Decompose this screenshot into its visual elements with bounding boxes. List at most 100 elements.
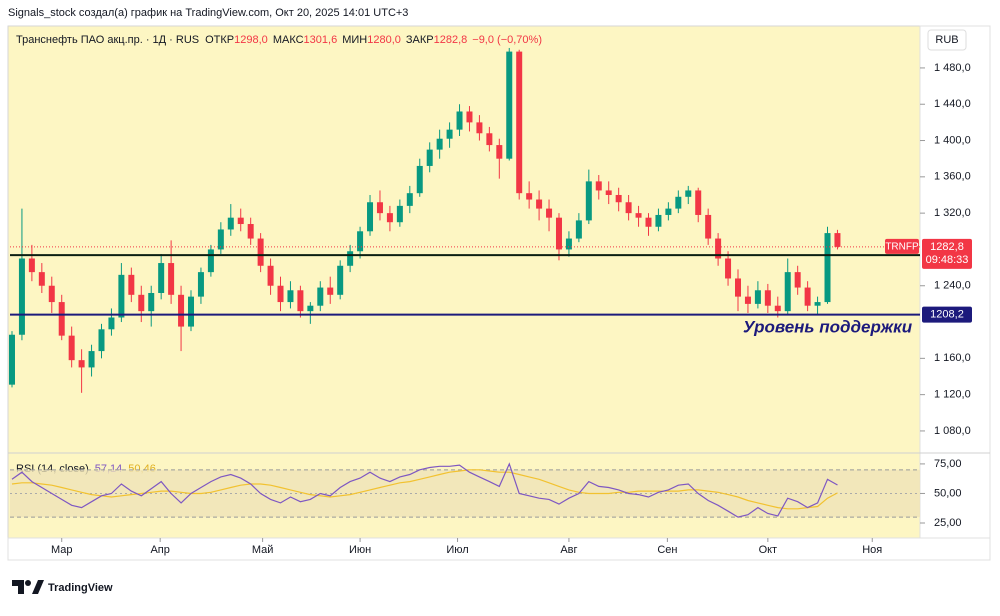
candle-body <box>625 202 632 214</box>
candle-body <box>396 205 403 223</box>
candle-body <box>635 213 642 218</box>
logo-mark <box>12 580 24 594</box>
candle-body <box>367 202 374 232</box>
candle-body <box>754 290 761 304</box>
candle-body <box>178 294 185 327</box>
candle-body <box>297 290 304 312</box>
candle-body <box>327 287 334 295</box>
currency: RUB <box>935 34 958 46</box>
candle-body <box>78 360 85 368</box>
candle-body <box>406 193 413 206</box>
level-badge <box>922 306 972 323</box>
candle-body <box>227 217 234 230</box>
open-label: ОТКР <box>205 34 234 46</box>
candle-body <box>118 274 125 318</box>
y-tick-label: 1 320,0 <box>934 207 971 219</box>
x-tick-label: Май <box>252 544 274 556</box>
x-tick-label: Ноя <box>862 544 882 556</box>
low-label: МИН <box>342 34 367 46</box>
y-tick-label: 1 400,0 <box>934 134 971 146</box>
candle-body <box>247 224 254 239</box>
candle-body <box>665 208 672 215</box>
candle-body <box>496 145 503 159</box>
candle-body <box>446 129 453 139</box>
candle-body <box>516 51 523 194</box>
candle-body <box>307 305 314 312</box>
candle-body <box>108 317 115 330</box>
symbol-label: TRNFP <box>885 242 919 253</box>
candle-body <box>28 258 35 273</box>
candle-body <box>426 149 433 166</box>
candle-body <box>386 213 393 223</box>
candle-body <box>287 290 294 303</box>
candle-body <box>456 111 463 130</box>
price-axis <box>919 25 991 561</box>
candle-body <box>536 199 543 209</box>
close-value: 1282,8 <box>434 34 468 46</box>
price-legend: Транснефть ПАО акц.пр. · 1Д · RUS ОТКР129… <box>16 34 542 46</box>
candle-body <box>565 238 572 250</box>
candle-body <box>546 208 553 218</box>
x-tick-label: Июл <box>446 544 468 556</box>
candle-body <box>744 296 751 304</box>
candle-body <box>158 263 165 293</box>
y-tick-label: 1 120,0 <box>934 389 971 401</box>
countdown-label: 09:48:33 <box>926 254 969 266</box>
candle-body <box>88 351 95 368</box>
candle-body <box>555 217 562 250</box>
x-tick-label: Мар <box>51 544 73 556</box>
candle-body <box>715 238 722 259</box>
change-value: −9,0 (−0,70%) <box>472 34 542 46</box>
y-tick-label: 1 080,0 <box>934 425 971 437</box>
candle-body <box>804 287 811 306</box>
candle-body <box>217 229 224 250</box>
time-axis <box>7 537 991 561</box>
candle-body <box>68 335 75 361</box>
candle-body <box>526 193 533 200</box>
currency-box <box>927 29 967 51</box>
candle-body <box>655 214 662 227</box>
candle-body <box>197 272 204 297</box>
candle-body <box>695 190 702 215</box>
rsi-tick-label: 75,00 <box>934 458 962 470</box>
credit: Signals_stock создал(а) график на Tradin… <box>8 7 408 19</box>
candle-body <box>188 296 195 327</box>
candle-body <box>506 51 513 159</box>
candle-body <box>48 285 55 303</box>
candle-body <box>267 265 274 286</box>
candle-body <box>645 217 652 227</box>
candle-body <box>58 302 65 336</box>
candle-body <box>685 190 692 197</box>
candle-body <box>138 294 145 312</box>
candle-body <box>824 233 831 303</box>
brand-name: TradingView <box>48 582 113 594</box>
rsi-line <box>11 462 838 518</box>
candle-body <box>705 214 712 239</box>
candle-body <box>814 302 821 306</box>
candle-body <box>486 133 493 146</box>
high-value: 1301,6 <box>304 34 338 46</box>
candle-body <box>168 263 175 295</box>
candle-body <box>605 190 612 195</box>
level-label: 1208,2 <box>930 309 964 321</box>
logo-slash <box>32 580 44 594</box>
candle-body <box>476 122 483 134</box>
brand-logo: TradingView <box>12 580 113 594</box>
candle-body <box>98 329 105 352</box>
high-label: МАКС <box>273 34 304 46</box>
price-badge <box>922 238 972 269</box>
candle-body <box>466 111 473 123</box>
candle-body <box>128 274 135 295</box>
candle-body <box>784 272 791 312</box>
x-tick-label: Окт <box>759 544 778 556</box>
y-tick-label: 1 360,0 <box>934 171 971 183</box>
y-tick-label: 1 480,0 <box>934 62 971 74</box>
symbol-badge <box>885 238 919 254</box>
candle-body <box>337 265 344 295</box>
candle-body <box>834 233 841 247</box>
candle-body <box>376 202 383 214</box>
candle-body <box>615 194 622 203</box>
candle-body <box>277 285 284 303</box>
candle-body <box>575 220 582 239</box>
